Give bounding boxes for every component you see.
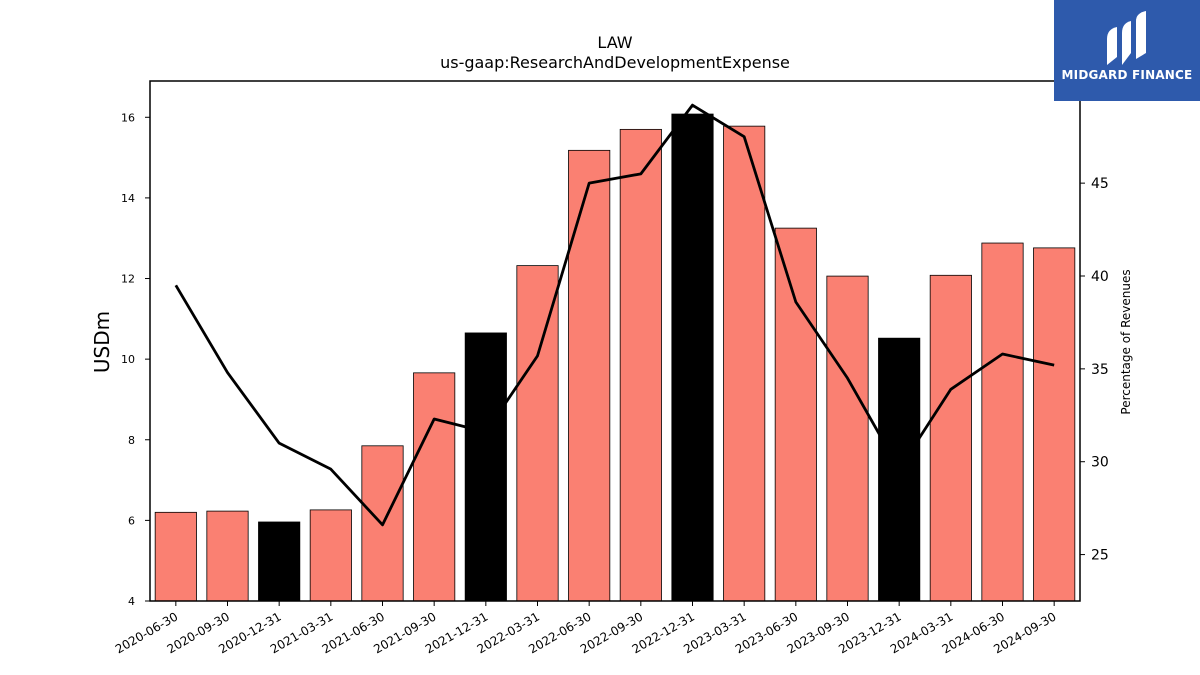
bar (516, 265, 559, 602)
y-tick-label: 14 (121, 192, 135, 205)
bar (671, 113, 714, 602)
bar (206, 510, 249, 602)
bar (723, 125, 766, 602)
logo: MIDGARD FINANCE (1054, 0, 1200, 101)
midgard-logo-icon (1107, 11, 1146, 65)
bar (619, 128, 662, 602)
bar (258, 521, 301, 602)
bar (981, 242, 1024, 602)
y-tick-label: 4 (128, 595, 135, 608)
bar (1033, 247, 1076, 602)
y2-tick-label: 25 (1091, 548, 1109, 564)
y-tick-label: 10 (121, 353, 135, 366)
chart-title: LAW (597, 33, 632, 52)
chart-subtitle: us-gaap:ResearchAndDevelopmentExpense (440, 53, 790, 72)
y2-tick-label: 40 (1091, 269, 1109, 285)
y2-tick-label: 30 (1091, 455, 1109, 471)
y-tick-label: 16 (121, 111, 135, 124)
bar (413, 372, 456, 602)
bar (929, 274, 972, 602)
y2-tick-label: 35 (1091, 362, 1109, 378)
bar (464, 332, 507, 602)
y-tick-label: 8 (128, 434, 135, 447)
y-axis-label: USDm (90, 311, 114, 373)
line-group (174, 103, 1055, 527)
bar (154, 511, 197, 602)
bar (826, 275, 869, 602)
y-tick-label: 12 (121, 273, 135, 286)
series-line (174, 103, 1055, 527)
y2-axis-label: Percentage of Revenues (1119, 269, 1133, 414)
bar-group (154, 113, 1076, 602)
bar (309, 509, 352, 602)
logo-text: MIDGARD FINANCE (1061, 68, 1193, 82)
bar (568, 149, 611, 602)
plot-frame (149, 80, 1081, 602)
y2-tick-label: 45 (1091, 176, 1109, 192)
y-tick-label: 6 (128, 514, 135, 527)
bar (774, 227, 817, 602)
